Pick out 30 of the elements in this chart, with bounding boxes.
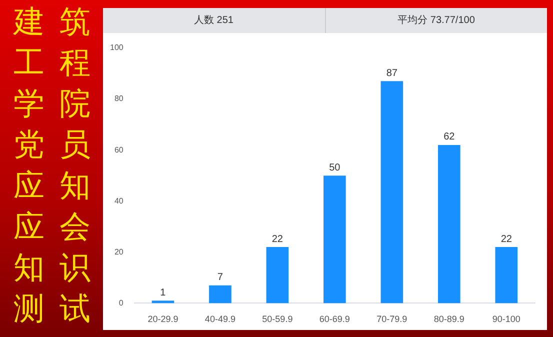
bar bbox=[324, 176, 346, 304]
bar bbox=[266, 247, 289, 304]
y-tick-label: 20 bbox=[114, 247, 124, 256]
x-tick-label: 40-49.9 bbox=[204, 314, 236, 324]
y-tick-label: 60 bbox=[114, 145, 124, 154]
bar bbox=[438, 144, 460, 304]
text: 人数 251 bbox=[193, 14, 234, 28]
text: 平均分 73.77/100 bbox=[324, 8, 547, 33]
x-tick-label: 60-69.9 bbox=[319, 314, 350, 324]
y-tick-label: 100 bbox=[110, 43, 124, 52]
bar bbox=[152, 300, 174, 304]
bar bbox=[209, 285, 232, 304]
data-label: 50 bbox=[329, 162, 341, 174]
x-tick-label: 90-100 bbox=[492, 314, 520, 324]
x-tick-label: 80-89.9 bbox=[434, 314, 464, 324]
y-tick-label: 80 bbox=[114, 94, 124, 104]
y-tick-label: 0 bbox=[118, 298, 124, 308]
chart-title: 建筑工程学院党员应知应会知识测试 bbox=[14, 4, 90, 327]
data-label: 22 bbox=[500, 234, 512, 245]
data-label: 62 bbox=[444, 132, 456, 143]
x-tick-label: 20-29.9 bbox=[148, 314, 178, 324]
y-tick-label: 40 bbox=[114, 196, 124, 206]
bar bbox=[380, 81, 404, 304]
data-label: 7 bbox=[217, 272, 224, 284]
x-tick-label: 70-79.9 bbox=[376, 314, 408, 324]
bar bbox=[495, 247, 518, 304]
data-label: 87 bbox=[386, 68, 398, 79]
data-label: 1 bbox=[160, 287, 166, 298]
x-tick-label: 50-59.9 bbox=[262, 314, 293, 324]
data-label: 22 bbox=[272, 234, 284, 245]
